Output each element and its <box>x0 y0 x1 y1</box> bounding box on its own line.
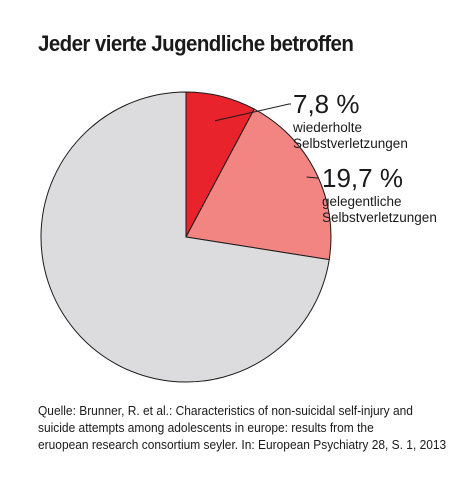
slice-category-label-1-line-1: wiederholte <box>292 120 362 135</box>
source-line-1: Quelle: Brunner, R. et al.: Characterist… <box>38 403 413 418</box>
slice-value-label-2: 19,7 % <box>322 163 403 193</box>
chart-title: Jeder vierte Jugendliche betroffen <box>38 31 354 56</box>
leader-line-1 <box>214 103 291 122</box>
slice-category-label-1-line-2: Selbstverletzungen <box>293 136 408 151</box>
pie-slice-3 <box>40 91 330 383</box>
pie-slice-2 <box>185 108 332 261</box>
slice-value-label-1: 7,8 % <box>293 89 360 119</box>
source-note: Quelle: Brunner, R. et al.: Characterist… <box>38 402 447 453</box>
source-line-2: suicide attempts among adolescents in eu… <box>38 420 374 435</box>
leader-line-2 <box>306 176 319 179</box>
slice-category-label-2-line-2: Selbstverletzungen <box>322 210 437 225</box>
pie-slices <box>40 91 332 383</box>
source-line-3: eruopean research consortium seyler. In:… <box>38 437 447 452</box>
slice-category-label-2-line-1: gelegentliche <box>322 194 402 209</box>
